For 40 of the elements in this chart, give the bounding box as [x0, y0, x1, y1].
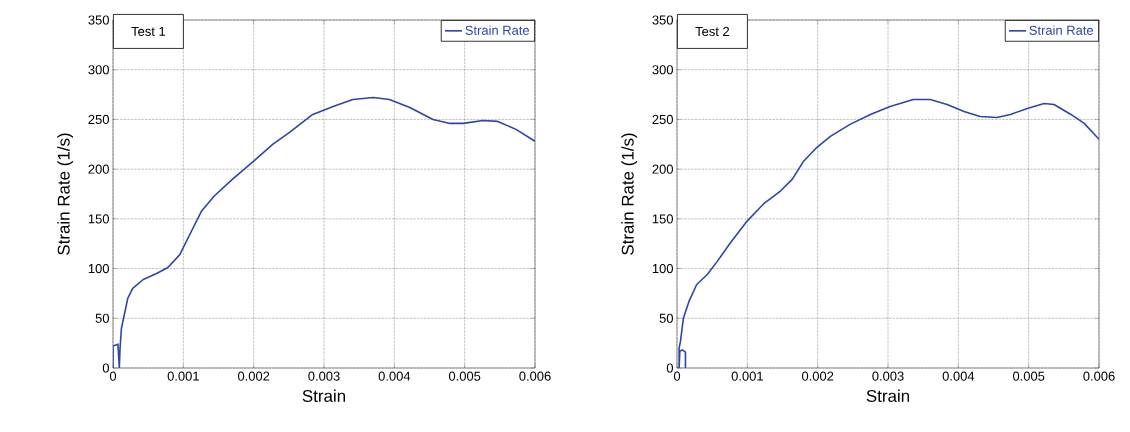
y-tick-label: 0 [102, 363, 109, 373]
x-tick-label: 0 [109, 371, 117, 381]
chart-title: Test 1 [131, 26, 166, 36]
y-tick-label: 150 [88, 214, 109, 224]
x-tick-label: 0.006 [519, 371, 551, 381]
x-tick-label: 0.003 [872, 371, 904, 381]
x-tick-label: 0.001 [731, 371, 763, 381]
text: Strain Rate [1029, 25, 1094, 35]
y-tick-label: 100 [652, 263, 673, 274]
x-tick-label: 0.003 [308, 371, 340, 381]
x-tick-label: 0.002 [801, 371, 834, 381]
x-tick-label: 0.005 [1012, 371, 1045, 381]
x-tick-label: 0.002 [237, 371, 270, 381]
x-tick-label: 0.004 [942, 371, 975, 381]
y-tick-label: 200 [88, 164, 109, 174]
y-axis-title: Strain Rate (1/s) [621, 133, 638, 255]
x-tick-label: 0.001 [167, 371, 199, 381]
y-tick-label: 250 [652, 114, 673, 125]
y-tick-label: 200 [652, 164, 673, 174]
y-tick-label: 0 [666, 363, 673, 373]
x-axis-title: Strain [302, 389, 346, 402]
y-tick-label: 350 [88, 15, 109, 25]
y-tick-label: 250 [88, 114, 109, 125]
x-axis-title: Strain [866, 389, 910, 402]
y-tick-label: 350 [652, 15, 673, 25]
y-tick-label: 150 [652, 214, 673, 224]
y-tick-label: 300 [88, 65, 109, 75]
x-tick-label: 0 [673, 371, 681, 381]
x-tick-label: 0.005 [448, 371, 481, 381]
y-axis-title: Strain Rate (1/s) [57, 133, 74, 255]
y-tick-label: 300 [652, 65, 673, 75]
y-tick-label: 100 [88, 263, 109, 274]
line-series [113, 96, 536, 368]
y-tick-label: 50 [95, 313, 109, 323]
x-tick-label: 0.004 [378, 371, 411, 381]
line-series [678, 98, 1100, 368]
text: Strain Rate [465, 25, 530, 35]
y-tick-label: 50 [659, 313, 673, 323]
x-tick-label: 0.006 [1083, 371, 1115, 381]
chart-title: Test 2 [695, 26, 730, 37]
